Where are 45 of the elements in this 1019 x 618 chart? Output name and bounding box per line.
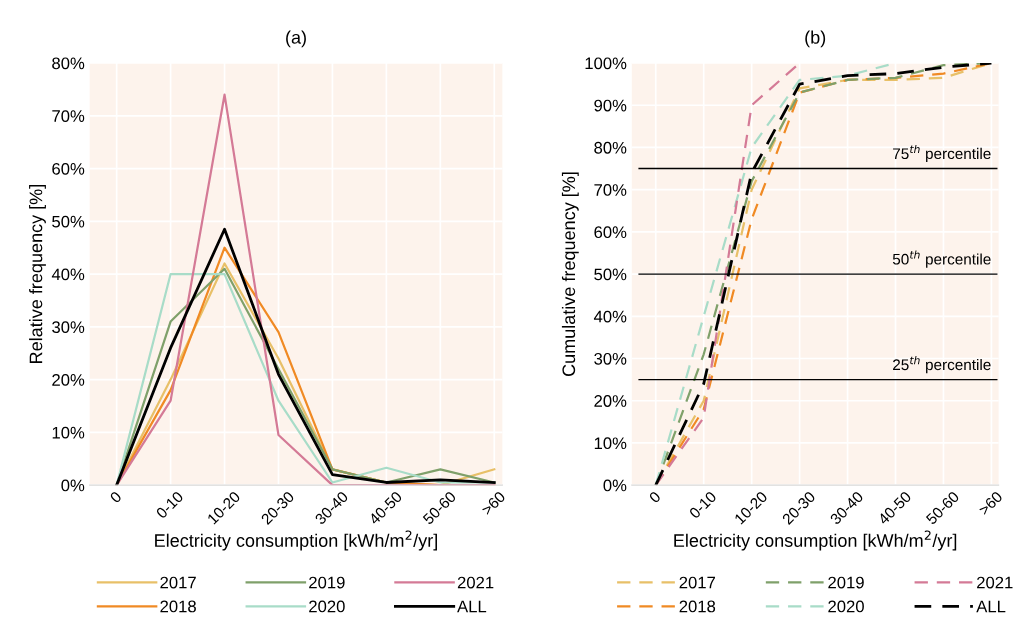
y-tick-label: 20%	[52, 374, 85, 386]
y-tick-label: 40%	[593, 310, 627, 323]
y-axis-title: Relative frequency [%]	[29, 185, 46, 363]
x-tick-label: 0	[648, 490, 662, 504]
legend-label: 2019	[309, 576, 345, 589]
ref-line-label: 75$^{th}$ percentile	[893, 144, 991, 163]
x-axis-title: Electricity consumption [kWh/m$^{2}$/yr]	[674, 530, 957, 551]
y-tick-label: 100%	[585, 57, 627, 70]
x-tick-label: >60	[480, 490, 506, 516]
y-tick-label: 60%	[594, 226, 627, 239]
legend-label: 2017	[679, 576, 715, 589]
y-tick-label: 50%	[52, 215, 85, 228]
y-tick-label: 0%	[61, 479, 85, 492]
legend-label: 2018	[679, 600, 716, 613]
y-tick-label: 60%	[52, 162, 85, 175]
y-tick-label: 50%	[594, 268, 627, 281]
y-tick-label: 30%	[52, 321, 85, 334]
y-tick-label: 0%	[603, 479, 627, 492]
legend-label: 2020	[309, 600, 345, 613]
y-tick-label: 10%	[594, 437, 627, 450]
chart-title: (b)	[805, 30, 826, 48]
y-tick-label: 20%	[594, 395, 627, 407]
legend-label: 2021	[457, 576, 494, 589]
x-tick-label: 0	[109, 490, 123, 504]
legend-label: ALL	[976, 600, 1006, 613]
y-tick-label: 10%	[52, 426, 85, 439]
x-tick-label: >60	[978, 490, 1004, 516]
y-tick-label: 70%	[594, 184, 627, 196]
legend-label: 2017	[160, 576, 196, 589]
chart-title: (a)	[286, 30, 306, 48]
x-axis-title: Electricity consumption [kWh/m$^{2}$/yr]	[155, 530, 437, 551]
legend-label: 2019	[828, 576, 864, 589]
legend-label: 2018	[160, 600, 196, 613]
y-axis-title: Cumulative frequency [%]	[561, 172, 579, 377]
y-tick-label: 80%	[594, 141, 627, 154]
y-tick-label: 70%	[52, 110, 85, 122]
ref-line-label: 50$^{th}$ percentile	[892, 250, 991, 268]
y-tick-label: 40%	[51, 268, 85, 281]
legend-label: 2020	[828, 600, 864, 613]
y-tick-label: 80%	[52, 57, 85, 70]
ref-line-label: 25$^{th}$ percentile	[893, 356, 991, 374]
y-tick-label: 90%	[594, 99, 627, 112]
legend-label: 2021	[977, 576, 1013, 589]
legend-label: ALL	[457, 600, 487, 613]
y-tick-label: 30%	[594, 352, 627, 365]
